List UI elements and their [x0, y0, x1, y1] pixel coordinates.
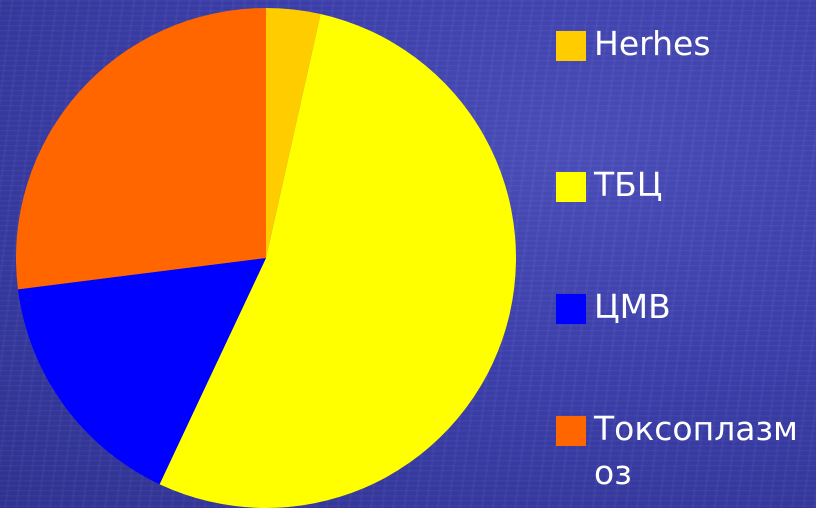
- legend-swatch-2: [556, 294, 586, 324]
- legend-swatch-3: [556, 416, 586, 446]
- pie-chart: [15, 7, 516, 508]
- pie-slice-3: [15, 8, 267, 290]
- legend-label-1: ТБЦ: [594, 165, 663, 204]
- pie-slice-2: [17, 258, 266, 485]
- legend-swatch-0: [556, 31, 586, 61]
- legend-item-0: Herhes: [556, 22, 810, 66]
- legend-item-1: ТБЦ: [556, 163, 810, 207]
- legend-item-2: ЦМВ: [556, 285, 810, 329]
- legend-label-0: Herhes: [594, 24, 711, 63]
- legend-label-2: ЦМВ: [594, 287, 671, 326]
- pie-slice-1: [159, 14, 516, 508]
- legend-label-3: Токсоплазмоз: [594, 409, 798, 492]
- pie-slice-0: [266, 7, 321, 258]
- pie-chart-svg: [15, 7, 516, 508]
- legend-swatch-1: [556, 172, 586, 202]
- legend-item-3: Токсоплазмоз: [556, 407, 810, 495]
